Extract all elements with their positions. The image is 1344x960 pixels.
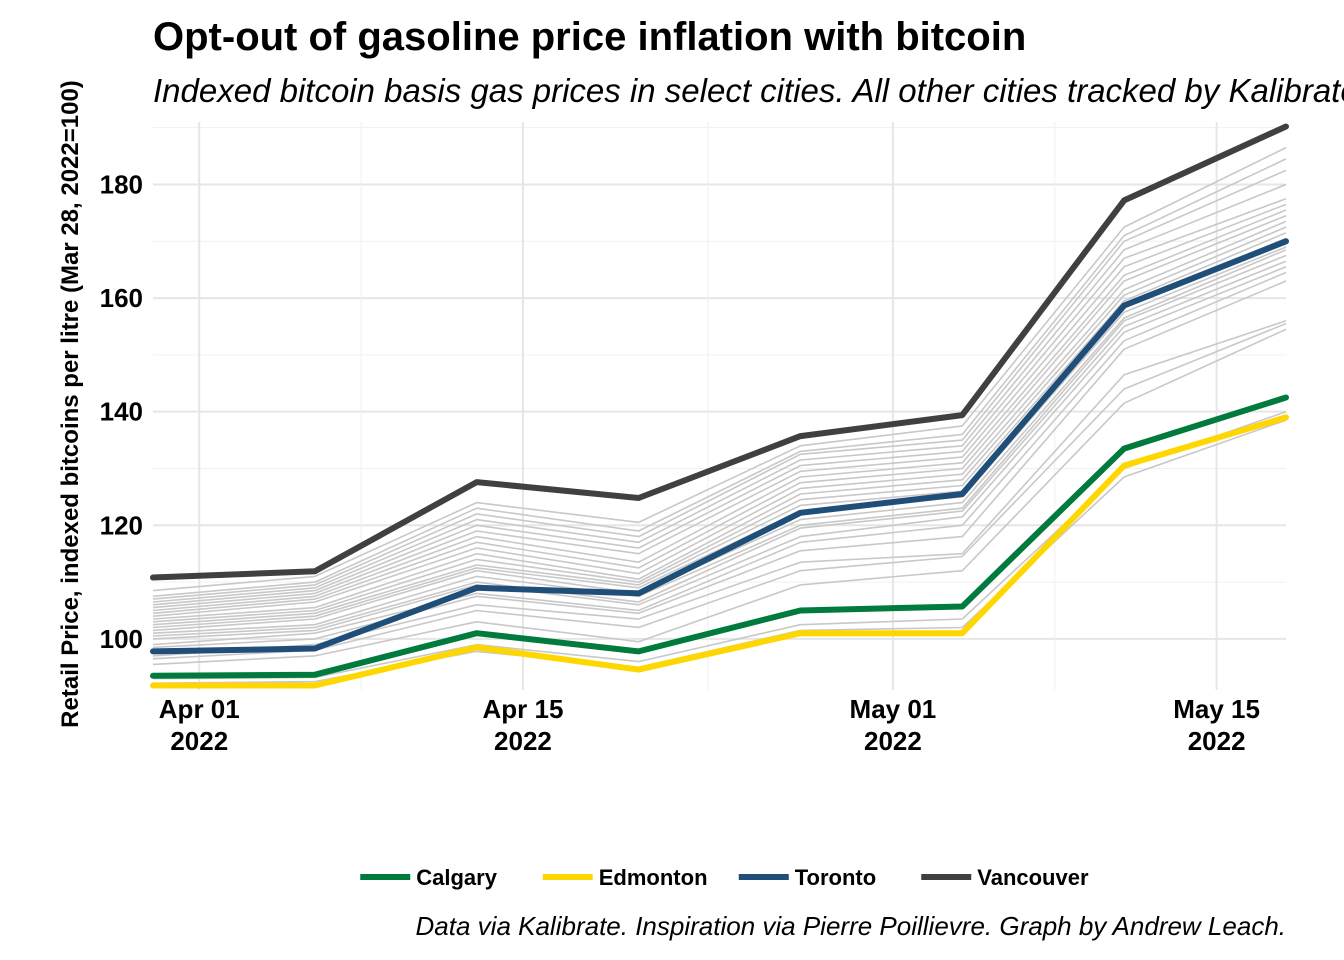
background-city-line	[152, 280, 1287, 649]
background-city-line	[152, 328, 1287, 666]
background-city-line	[152, 158, 1287, 598]
y-tick-label: 160	[100, 283, 143, 313]
y-tick-label: 180	[100, 169, 143, 199]
chart-subtitle: Indexed bitcoin basis gas prices in sele…	[153, 72, 1344, 109]
background-city-line	[152, 209, 1287, 612]
x-tick-year-label: 2022	[1188, 726, 1246, 756]
background-city-line	[152, 226, 1287, 620]
chart-title: Opt-out of gasoline price inflation with…	[153, 15, 1026, 59]
y-axis-label: Retail Price, indexed bitcoins per litre…	[57, 80, 84, 728]
x-tick-year-label: 2022	[494, 726, 552, 756]
background-city-line	[152, 254, 1287, 634]
x-tick-label: May 01	[850, 694, 937, 724]
x-tick-year-label: 2022	[864, 726, 922, 756]
series-line-toronto	[150, 238, 1289, 655]
background-city-line	[152, 322, 1287, 660]
y-tick-label: 100	[100, 624, 143, 654]
series-line-vancouver	[150, 123, 1289, 581]
x-tick-year-label: 2022	[170, 726, 228, 756]
x-tick-label: Apr 15	[482, 694, 563, 724]
x-tick-label: May 15	[1173, 694, 1260, 724]
background-city-line	[152, 260, 1287, 637]
legend: Calgary Edmonton Toronto Vancouver	[360, 865, 1089, 890]
background-city-line	[152, 214, 1287, 615]
background-city-line	[152, 246, 1287, 629]
background-city-line	[152, 266, 1287, 640]
legend-label-vancouver: Vancouver	[977, 865, 1089, 890]
background-city-line	[152, 183, 1287, 603]
legend-label-toronto: Toronto	[795, 865, 876, 890]
series-line-calgary	[150, 394, 1289, 679]
chart-caption: Data via Kalibrate. Inspiration via Pier…	[416, 911, 1286, 941]
y-tick-label: 140	[100, 397, 143, 427]
background-city-line	[152, 197, 1287, 606]
highlighted-city-lines	[150, 123, 1289, 689]
legend-label-edmonton: Edmonton	[599, 865, 708, 890]
series-line-edmonton	[150, 414, 1289, 689]
background-city-line	[152, 232, 1287, 623]
background-city-line	[152, 249, 1287, 632]
background-city-line	[152, 146, 1287, 592]
background-city-line	[152, 271, 1287, 646]
x-tick-label: Apr 01	[159, 694, 240, 724]
y-axis-ticks: 100 120 140 160 180	[100, 169, 143, 653]
background-city-line	[152, 220, 1287, 617]
background-city-line	[152, 169, 1287, 600]
background-city-lines	[152, 146, 1287, 684]
background-city-line	[152, 203, 1287, 609]
y-tick-label: 120	[100, 510, 143, 540]
legend-label-calgary: Calgary	[416, 865, 497, 890]
